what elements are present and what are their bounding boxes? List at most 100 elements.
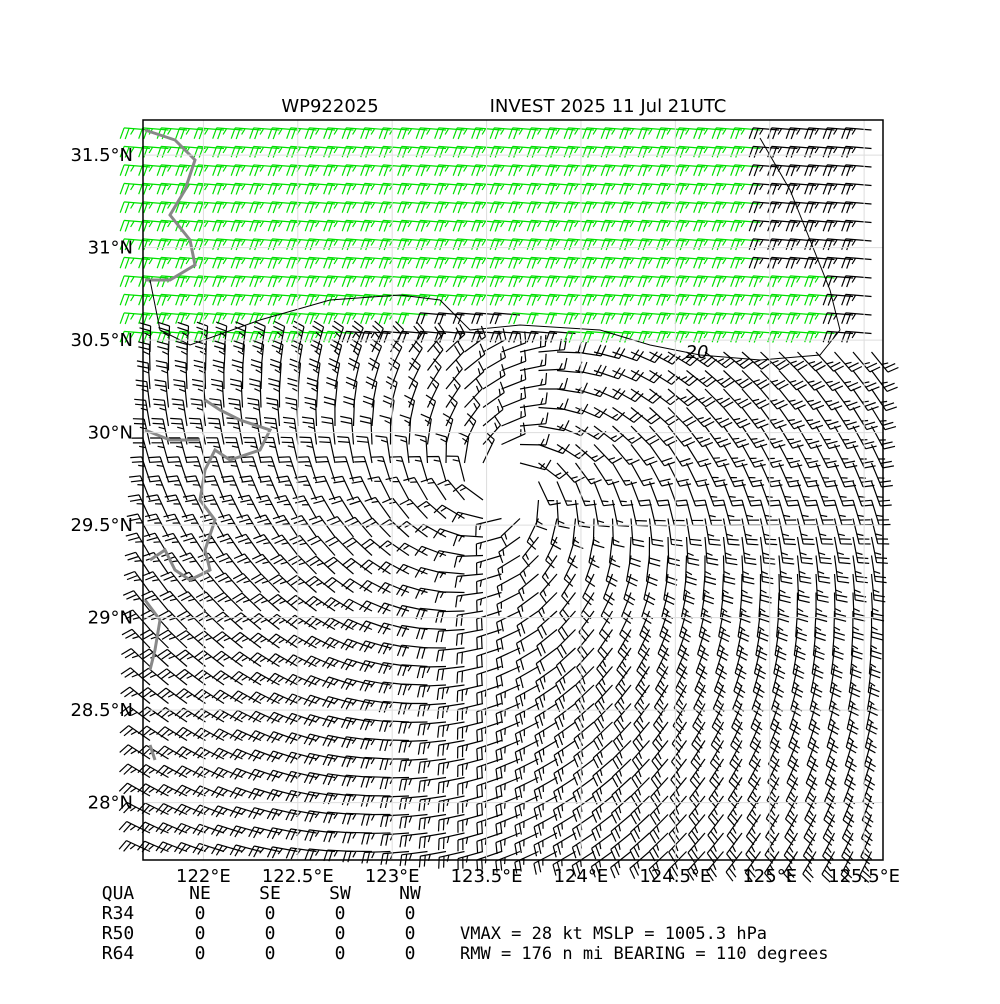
wind-barb [418,758,447,774]
wind-barb [249,293,280,306]
wind-barb [748,238,780,251]
wind-barb [718,610,731,643]
wind-barb [192,785,225,798]
wind-barb [403,476,429,501]
wind-barb [741,536,757,566]
wind-barb [119,182,151,195]
wind-barb [702,573,715,605]
wind-barb [822,201,854,214]
wind-barb [414,567,447,578]
wind-barb [360,737,391,750]
wind-barb [360,145,391,158]
wind-barb [139,648,169,667]
wind-barb [829,666,842,698]
wind-barb [707,795,724,827]
wind-barb [795,610,807,642]
wind-barb [464,325,487,353]
wind-barb [118,820,151,834]
wind-barb [452,201,484,214]
wind-barb [704,555,717,586]
wind-barb [815,518,834,545]
wind-barb [639,610,652,643]
wind-barb [870,425,896,450]
wind-barb [251,573,280,593]
wind-barb [198,533,225,556]
wind-barb [476,702,502,724]
wind-barb [230,201,262,214]
wind-barb [615,666,632,697]
wind-barb [711,145,743,158]
wind-barb [156,145,188,158]
wind-barb [748,275,780,288]
wind-barb [167,456,188,482]
wind-barb [476,573,502,594]
wind-barb [286,182,317,195]
wind-barb [176,610,206,630]
wind-barb [138,164,169,177]
wind-barb [552,850,576,876]
wind-barb [841,330,872,343]
wind-barb [563,555,577,587]
wind-barb [139,629,169,649]
wind-barb [452,145,484,158]
wind-barb [360,127,391,140]
wind-barb [489,182,521,195]
wind-barb [266,769,299,782]
plot-area [118,127,899,883]
wind-barb [193,256,225,269]
wind-barb [435,628,465,643]
wind-barb [704,481,726,507]
wind-barb [229,825,262,838]
wind-barb [821,851,836,883]
wind-barb [778,518,796,546]
wind-barb [648,518,664,547]
wind-barb [427,322,445,353]
wind-barb [637,293,669,306]
wind-barb [397,201,428,214]
wind-barb [214,340,226,371]
wind-barb [252,339,265,371]
wind-barb [545,275,576,288]
wind-barb [179,552,206,575]
wind-barb [415,238,447,251]
wind-barb [378,182,410,195]
wind-barb [193,145,225,158]
wind-barb [693,201,724,214]
wind-barb [730,721,743,754]
wind-barb [489,201,521,214]
wind-barb [534,739,558,765]
wind-barb [285,770,317,783]
wind-barb [648,462,673,487]
wind-barb [863,740,876,772]
wind-barb [156,201,188,214]
wind-barb [495,776,521,799]
wind-barb [212,275,243,288]
wind-barb [321,676,354,689]
wind-barb [360,238,391,251]
wind-barb [340,697,373,710]
wind-barb [271,339,284,371]
wind-barb [674,666,688,698]
wind-barb [804,293,835,306]
wind-barb [833,462,857,488]
wind-barb [774,629,787,661]
wind-barb [671,721,688,753]
wind-barb [796,592,809,623]
wind-barb [778,481,800,507]
wind-barb [557,610,576,641]
wind-barb [582,573,595,606]
wind-barb [437,479,465,501]
wind-barb [378,164,410,177]
wind-barb [457,739,484,759]
wind-barb [341,238,373,251]
wind-barb [841,312,872,325]
wind-barb [600,238,632,251]
wind-barb [533,776,558,802]
wind-barb [334,456,355,482]
wind-barb [266,846,299,859]
wind-barb [495,813,521,836]
wind-barb [841,238,872,251]
wind-barb [268,594,299,612]
wind-barb [745,814,762,846]
wind-barb [174,784,206,797]
